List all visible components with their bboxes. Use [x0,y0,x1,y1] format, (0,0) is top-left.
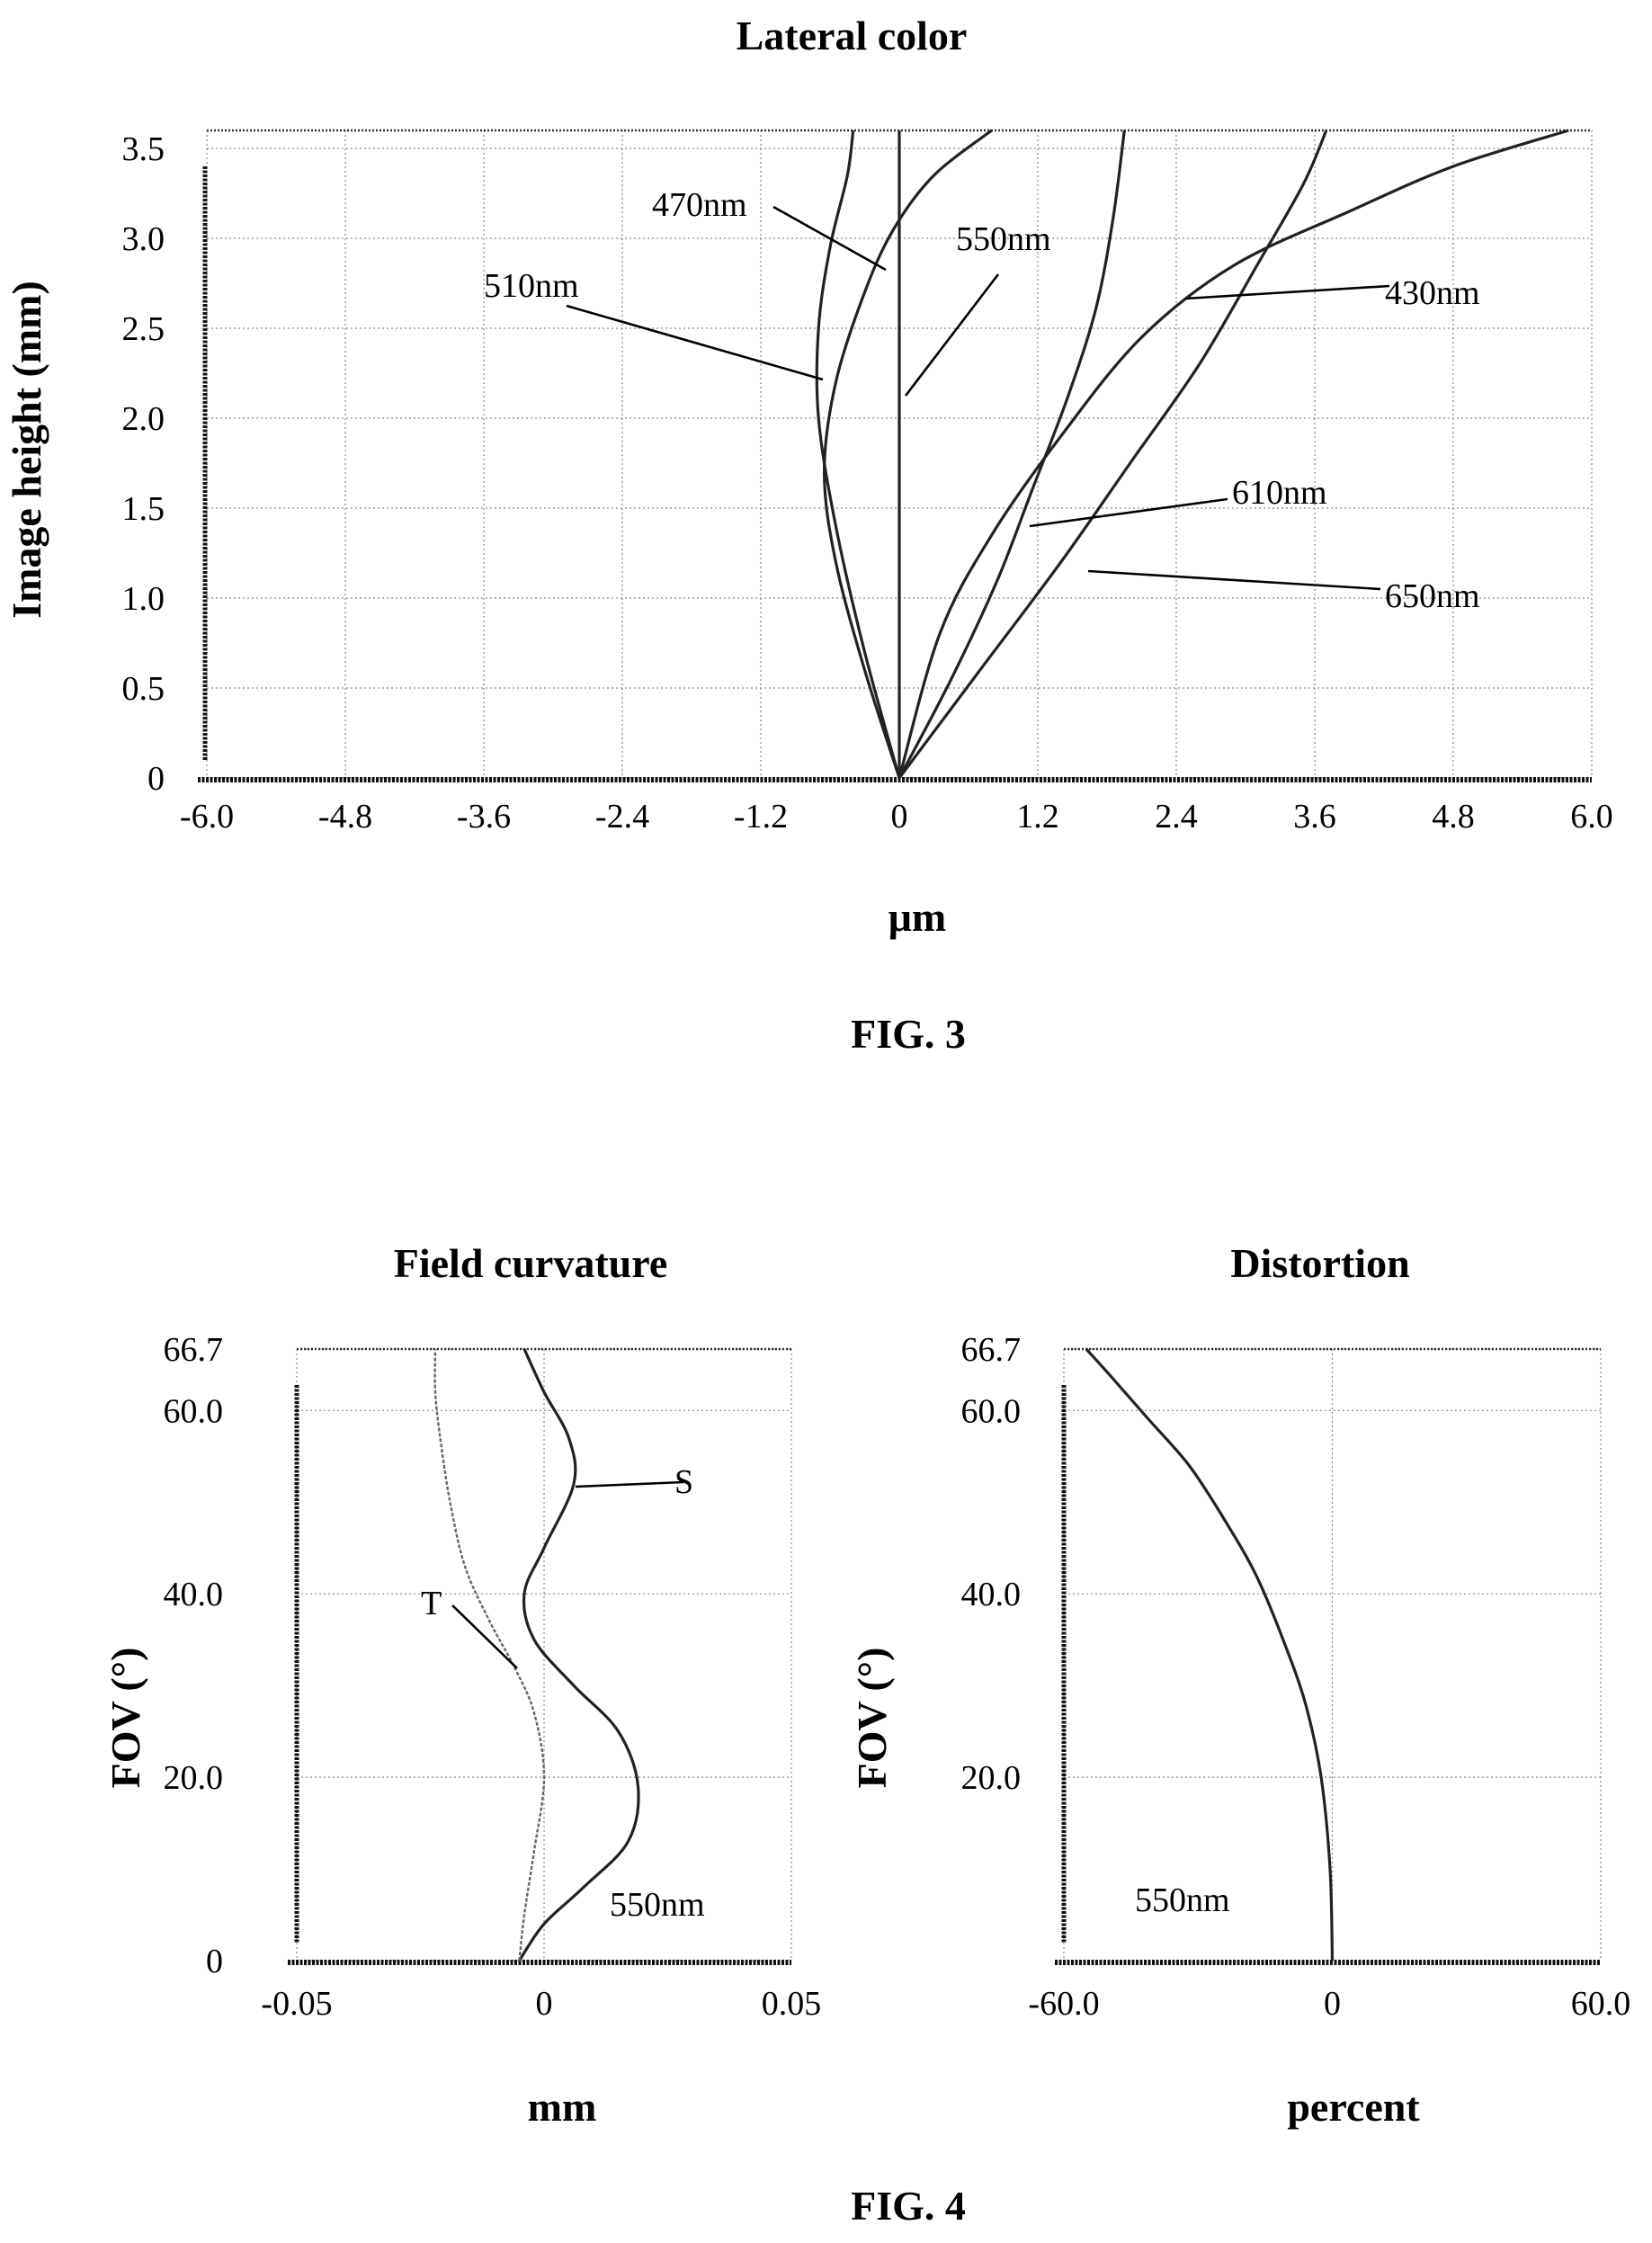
annotation-label: T [421,1585,442,1622]
y-axis-label: FOV (°) [849,1648,895,1789]
chart-1: Field curvature -0.05 0 0.05 0 20.0 40.0 60.0 66… [103,1240,821,2130]
annotation-label: 550nm [956,220,1051,258]
annotation-label: 550nm [1135,1881,1230,1919]
x-axis-label: percent [1287,2084,1420,2130]
chart-title: Field curvature [394,1240,667,1286]
chart-title: Distortion [1230,1240,1409,1286]
gridlines [1063,1348,1602,1961]
series-line-550nm [1085,1347,1335,1962]
y-axis-label: Image height (mm) [4,281,49,619]
annotation-leader [575,1480,684,1488]
series-line-650nm [897,130,1328,779]
y-tick-label: 60.0 [164,1392,224,1430]
x-tick-label: 6.0 [1570,798,1613,836]
series-line-610nm [897,130,1126,779]
chart-title: Lateral color [737,13,968,58]
annotation-leader [904,273,1000,397]
x-tick-label: 60.0 [1571,1985,1631,2023]
x-tick-label: 3.6 [1293,798,1336,836]
annotation-leader [1029,497,1228,528]
y-tick-label: 2.0 [122,400,165,438]
annotation-leader [451,1604,518,1669]
y-tick-label: 3.5 [122,130,165,168]
annotation-label: 430nm [1385,274,1480,312]
y-axis-label: FOV (°) [103,1648,148,1789]
y-tick-label: 0 [147,760,165,798]
y-tick-label: 1.0 [122,580,165,618]
annotation-label: 650nm [1385,577,1480,615]
x-tick-label: -2.4 [595,798,649,836]
annotation-leader [566,304,824,381]
x-tick-label: 2.4 [1155,798,1198,836]
series-line-s [433,1348,546,1962]
y-tick-label: 66.7 [961,1331,1022,1369]
annotation-leader [1087,569,1381,591]
y-tick-label: 2.5 [122,310,165,348]
series-line-510nm [815,130,901,779]
annotation-label: 550nm [610,1886,705,1924]
annotation-label: 610nm [1232,474,1327,512]
y-tick-label: 0.5 [122,670,165,708]
y-tick-label: 20.0 [164,1759,224,1797]
x-tick-label: 1.2 [1016,798,1059,836]
annotation-leader [1184,284,1390,300]
x-tick-label: -3.6 [457,798,511,836]
y-tick-label: 20.0 [961,1759,1022,1797]
x-tick-label: -60.0 [1028,1985,1099,2023]
y-tick-label: 40.0 [164,1576,224,1613]
annotation-label: 510nm [484,267,579,305]
y-tick-label: 3.0 [122,220,165,258]
series-line-470nm [822,129,993,779]
figure-caption-4: FIG. 4 [851,2183,966,2229]
x-tick-label: 4.8 [1432,798,1475,836]
x-tick-label: 0.05 [762,1985,822,2023]
x-tick-label: 0 [1324,1985,1341,2023]
x-tick-label: -6.0 [180,798,234,836]
x-tick-label: 0 [891,798,908,836]
y-tick-label: 0 [206,1943,223,1980]
y-tick-label: 66.7 [164,1331,224,1369]
y-tick-label: 60.0 [961,1392,1022,1430]
annotation-label: 470nm [652,186,747,224]
x-tick-label: 0 [536,1985,553,2023]
figure-caption-3: FIG. 3 [851,1011,966,1057]
x-tick-label: -4.8 [318,798,372,836]
series-line-430nm [897,129,1569,779]
annotation-label: S [674,1463,693,1501]
y-tick-label: 40.0 [961,1576,1022,1613]
x-tick-label: -1.2 [734,798,788,836]
chart-0: Lateral color -6.0 -4.8 -3.6 -2.4 -1.2 0 1.2 2.4… [4,13,1613,940]
x-axis-label: μm [889,894,946,940]
x-tick-label: -0.05 [261,1985,332,2023]
series-line-t [518,1348,640,1962]
x-axis-label: mm [528,2084,597,2130]
annotation-leader [772,205,887,272]
y-tick-label: 1.5 [122,490,165,528]
chart-2: Distortion -60.0 0 60.0 20.0 40.0 60.0 66.7 perc… [849,1240,1630,2130]
